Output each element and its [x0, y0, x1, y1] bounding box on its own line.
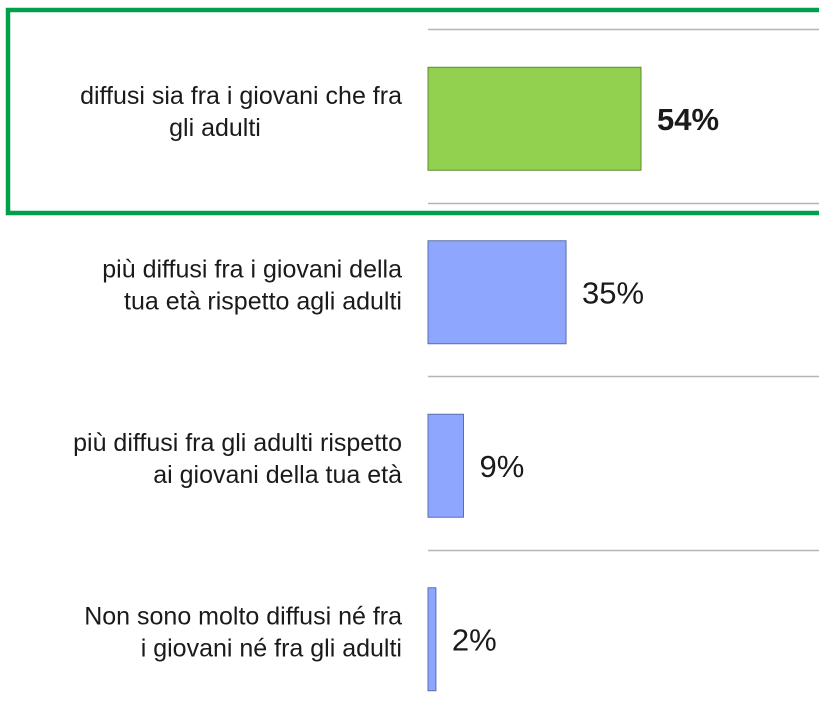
category-label-line: tua età rispetto agli adulti	[124, 287, 402, 315]
bars-group	[427, 66, 642, 692]
category-label-line: ai giovani della tua età	[153, 461, 402, 489]
category-label-line: più diffusi fra gli adulti rispetto	[73, 429, 402, 457]
category-label-line: più diffusi fra i giovani della	[102, 255, 402, 283]
category-label-line: gli adulti	[169, 114, 261, 142]
value-label: 9%	[480, 449, 525, 484]
category-labels: diffusi sia fra i giovani che fra gli adu…	[73, 82, 402, 663]
category-label-line: i giovani né fra gli adulti	[141, 634, 402, 662]
value-label: 2%	[452, 622, 497, 657]
category-label: più diffusi fra i giovani della tua età r…	[102, 255, 402, 315]
category-label-line: Non sono molto diffusi né fra	[84, 602, 402, 630]
bar	[427, 240, 567, 345]
category-label: diffusi sia fra i giovani che fra gli adu…	[80, 82, 402, 142]
value-labels: 54% 35% 9% 2%	[452, 102, 719, 658]
value-label: 54%	[657, 102, 719, 137]
bar	[427, 413, 464, 518]
highlight-box	[5, 7, 819, 216]
category-label: più diffusi fra gli adulti rispetto ai gi…	[73, 429, 402, 489]
row-separators	[428, 28, 819, 552]
value-label: 35%	[582, 275, 644, 310]
bar	[427, 66, 642, 171]
category-label: Non sono molto diffusi né fra i giovani n…	[84, 602, 402, 662]
bar	[427, 587, 437, 692]
category-label-line: diffusi sia fra i giovani che fra	[80, 82, 402, 110]
highlight-group	[5, 7, 819, 216]
